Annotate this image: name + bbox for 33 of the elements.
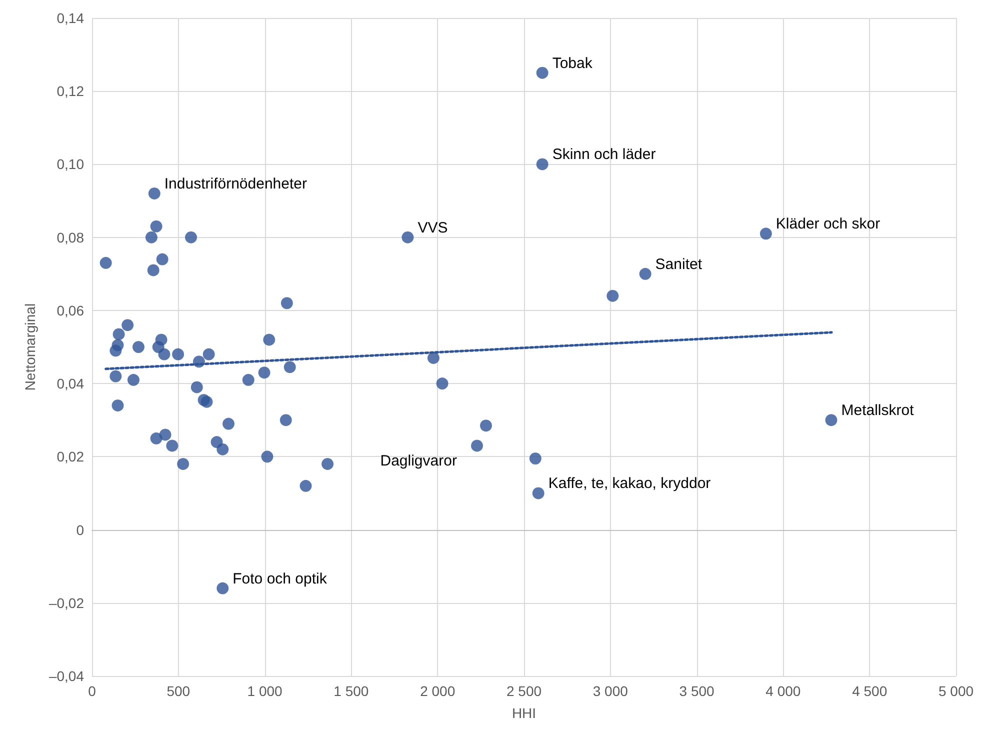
x-tick-label: 1 000	[247, 683, 283, 699]
annotation: VVS	[418, 219, 448, 236]
x-tick-label: 4 000	[766, 683, 801, 699]
y-tick-label: 0,06	[56, 302, 84, 318]
y-tick-label: 0,14	[56, 10, 84, 26]
y-tick-label: 0,12	[56, 83, 84, 100]
annotation: Kaffe, te, kakao, kryddor	[548, 475, 711, 492]
x-tick-label: 500	[166, 683, 190, 699]
y-tick-label: 0,04	[56, 376, 84, 392]
x-tick-label: 1 500	[334, 683, 369, 699]
y-tick-label: 0,10	[56, 156, 84, 172]
y-axis-title: Nettomarginal	[22, 303, 38, 391]
x-axis-title: HHI	[512, 705, 536, 721]
annotation: Skinn och läder	[552, 146, 656, 164]
x-tick-label: 5 000	[938, 683, 974, 699]
annotation: Industriförnödenheter	[164, 175, 307, 192]
x-tick-label: 0	[88, 683, 96, 699]
annotation: Sanitet	[655, 256, 703, 273]
y-tick-label: 0	[76, 522, 84, 538]
y-tick-label: –0,04	[48, 668, 84, 684]
y-tick-label: –0,02	[48, 594, 84, 611]
x-tick-label: 2 000	[420, 683, 456, 699]
annotation: Metallskrot	[841, 402, 915, 420]
annotation: Tobak	[552, 54, 593, 72]
x-tick-label: 4 500	[852, 683, 888, 699]
annotation: Foto och optik	[232, 570, 328, 588]
y-tick-label: 0,02	[56, 448, 84, 465]
annotation: Dagligvaror	[380, 452, 457, 470]
annotation: Kläder och skor	[776, 216, 880, 233]
x-tick-label: 2 500	[506, 683, 542, 699]
x-tick-label: 3 500	[679, 683, 715, 699]
x-tick-label: 3 000	[592, 683, 628, 699]
y-tick-label: 0,08	[56, 229, 84, 246]
